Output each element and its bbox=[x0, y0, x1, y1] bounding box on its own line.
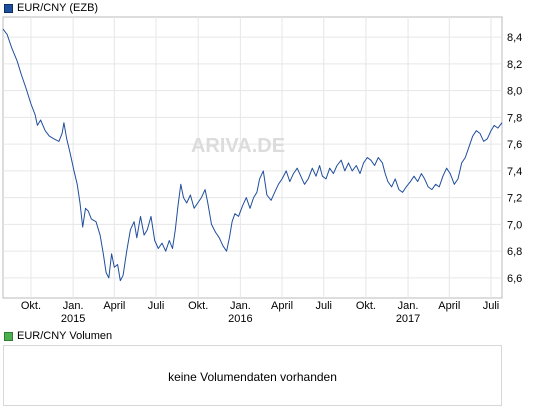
y-tick-label: 8,4 bbox=[507, 32, 522, 44]
x-tick-label: April bbox=[103, 300, 125, 312]
x-tick-label: Juli bbox=[315, 300, 332, 312]
price-chart: ARIVA.DE 8,48,28,07,87,67,47,27,06,86,6 … bbox=[2, 16, 522, 325]
price-legend-swatch bbox=[4, 3, 13, 13]
y-tick-label: 7,2 bbox=[507, 193, 522, 205]
x-tick-label: April bbox=[271, 300, 293, 312]
price-legend-label: EUR/CNY (EZB) bbox=[17, 2, 99, 14]
volume-panel: keine Volumendaten vorhanden bbox=[3, 345, 502, 406]
watermark: ARIVA.DE bbox=[191, 135, 285, 157]
price-legend: EUR/CNY (EZB) bbox=[4, 2, 98, 14]
y-tick-label: 7,0 bbox=[507, 219, 522, 231]
x-tick-label: Jan. bbox=[63, 300, 84, 312]
volume-legend: EUR/CNY Volumen bbox=[4, 330, 112, 342]
x-year-label: 2015 bbox=[61, 313, 85, 325]
volume-empty-message: keine Volumendaten vorhanden bbox=[168, 370, 337, 384]
series-layer bbox=[2, 28, 503, 282]
x-tick-label: Juli bbox=[483, 300, 500, 312]
x-tick-label: Jan. bbox=[230, 300, 251, 312]
volume-legend-label: EUR/CNY Volumen bbox=[17, 330, 113, 342]
y-tick-label: 8,2 bbox=[507, 59, 522, 71]
x-tick-label: Okt. bbox=[188, 300, 208, 312]
grid bbox=[3, 17, 502, 298]
x-tick-label: Juli bbox=[148, 300, 165, 312]
x-tick-label: Okt. bbox=[21, 300, 41, 312]
y-tick-label: 6,6 bbox=[507, 273, 522, 285]
x-tick-label: April bbox=[438, 300, 460, 312]
y-tick-label: 6,8 bbox=[507, 246, 522, 258]
x-tick-label: Jan. bbox=[398, 300, 419, 312]
x-tick-label: Okt. bbox=[356, 300, 376, 312]
volume-legend-swatch bbox=[4, 331, 13, 341]
plot-area bbox=[2, 16, 503, 299]
y-tick-label: 8,0 bbox=[507, 86, 522, 98]
x-year-label: 2017 bbox=[396, 313, 420, 325]
x-year-label: 2016 bbox=[228, 313, 252, 325]
price-series-line bbox=[2, 28, 503, 282]
y-tick-label: 7,6 bbox=[507, 139, 522, 151]
y-tick-label: 7,8 bbox=[507, 112, 522, 124]
y-axis-ticks: 8,4 8,2 8,0 7,8 7,6 7,4 7,2 7,0 6,8 6,6 bbox=[507, 32, 522, 285]
y-tick-label: 7,4 bbox=[507, 166, 522, 178]
